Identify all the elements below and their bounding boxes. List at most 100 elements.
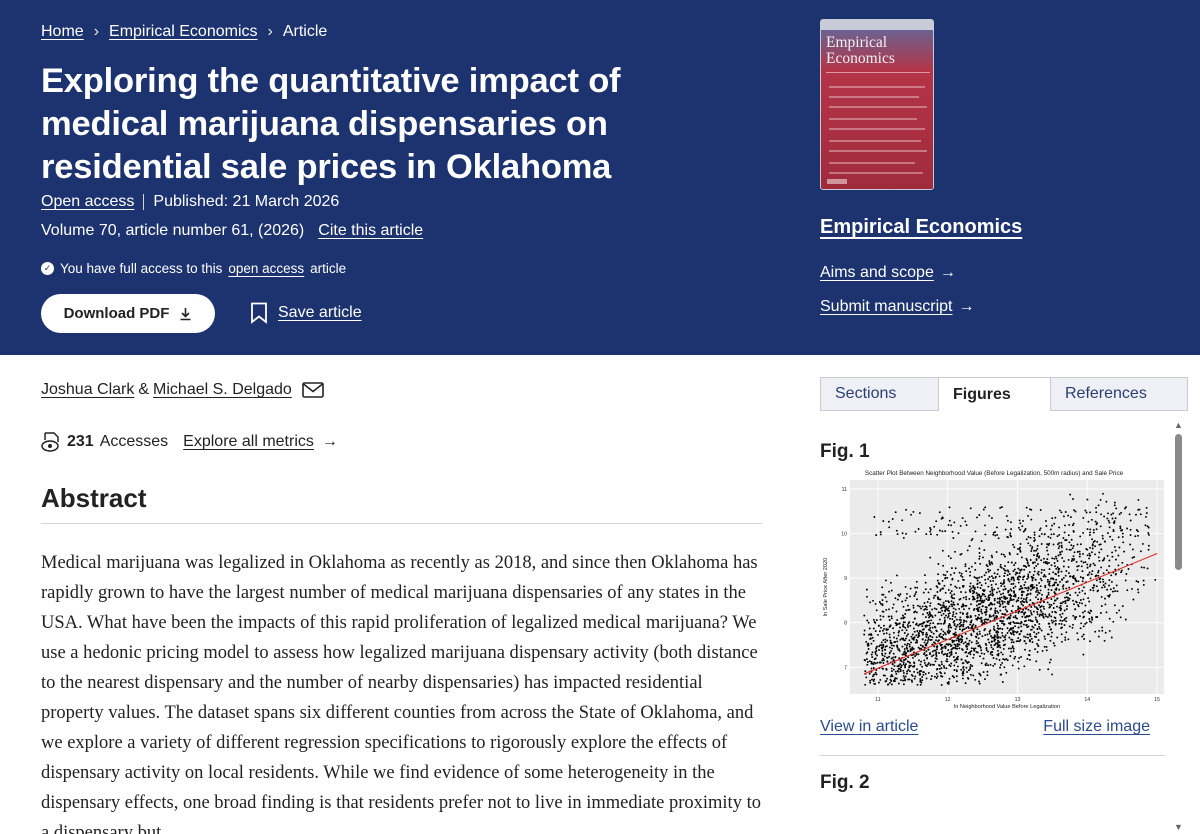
scroll-up-icon[interactable]: ▲ bbox=[1174, 420, 1183, 430]
scatter-point bbox=[1105, 569, 1108, 572]
breadcrumb-journal-link[interactable]: Empirical Economics bbox=[109, 23, 258, 40]
scatter-point bbox=[955, 652, 957, 655]
scatter-point bbox=[884, 596, 887, 599]
aims-scope-link[interactable]: Aims and scope → bbox=[820, 264, 956, 282]
scatter-point bbox=[985, 606, 988, 609]
tab-figures[interactable]: Figures bbox=[939, 378, 1051, 412]
breadcrumb-home-link[interactable]: Home bbox=[41, 23, 84, 40]
scatter-point bbox=[915, 623, 918, 626]
scatter-point bbox=[1065, 548, 1068, 551]
scatter-point bbox=[977, 645, 980, 648]
scatter-point bbox=[1036, 555, 1039, 558]
author-link[interactable]: Michael S. Delgado bbox=[153, 381, 292, 398]
scatter-point bbox=[993, 629, 996, 632]
scatter-point bbox=[961, 677, 964, 680]
abstract-text: Medical marijuana was legalized in Oklah… bbox=[41, 553, 761, 834]
download-pdf-label: Download PDF bbox=[63, 305, 170, 322]
scatter-point bbox=[924, 664, 927, 667]
scatter-point bbox=[980, 595, 983, 598]
full-size-image-link[interactable]: Full size image bbox=[1043, 718, 1150, 735]
scatter-point bbox=[930, 655, 933, 658]
scatter-point bbox=[1006, 627, 1009, 630]
scatter-point bbox=[942, 564, 945, 567]
author-link[interactable]: Joshua Clark bbox=[41, 381, 135, 398]
scatter-point bbox=[905, 508, 908, 511]
scatter-point bbox=[924, 581, 927, 584]
scatter-point bbox=[1042, 561, 1045, 564]
scatter-point bbox=[1070, 544, 1073, 547]
scatter-point bbox=[978, 514, 981, 516]
scatter-point bbox=[888, 636, 891, 639]
download-pdf-button[interactable]: Download PDF bbox=[41, 294, 215, 333]
submit-manuscript-link[interactable]: Submit manuscript → bbox=[820, 298, 975, 316]
scatter-point bbox=[1093, 564, 1096, 567]
journal-name-link[interactable]: Empirical Economics bbox=[820, 216, 1023, 238]
scatter-point bbox=[971, 665, 974, 668]
scatter-point bbox=[1124, 507, 1126, 510]
scatter-point bbox=[1120, 571, 1123, 574]
scatter-point bbox=[1009, 628, 1011, 631]
scatter-point bbox=[1056, 605, 1058, 608]
scatter-point bbox=[1028, 639, 1031, 642]
scatter-point bbox=[893, 678, 896, 681]
scatter-point bbox=[1040, 579, 1043, 582]
figure-1-image[interactable]: Scatter Plot Between Neighborhood Value … bbox=[820, 466, 1168, 712]
scatter-point bbox=[948, 664, 951, 667]
scatter-point bbox=[1139, 513, 1142, 516]
scatter-point bbox=[976, 586, 979, 589]
scatter-point bbox=[1108, 526, 1111, 529]
scatter-point bbox=[962, 665, 965, 668]
open-access-link[interactable]: Open access bbox=[41, 193, 135, 210]
cite-article-link[interactable]: Cite this article bbox=[318, 222, 424, 239]
scatter-point bbox=[1034, 578, 1037, 581]
scatter-point bbox=[940, 684, 943, 686]
scatter-point bbox=[881, 654, 884, 657]
journal-cover-image[interactable]: Empirical Economics bbox=[820, 19, 934, 190]
tab-references[interactable]: References bbox=[1065, 385, 1147, 402]
scatter-point bbox=[1101, 534, 1104, 537]
email-icon[interactable] bbox=[301, 382, 324, 398]
scatter-point bbox=[1048, 603, 1051, 606]
scatter-point bbox=[904, 663, 907, 666]
scatter-point bbox=[940, 636, 942, 639]
view-in-article-link[interactable]: View in article bbox=[820, 718, 919, 735]
scatter-point bbox=[1038, 555, 1041, 558]
scatter-point bbox=[1037, 573, 1040, 576]
scatter-point bbox=[951, 618, 954, 620]
scatter-point bbox=[955, 680, 958, 683]
scrollbar-thumb[interactable] bbox=[1175, 434, 1182, 570]
scatter-point bbox=[902, 536, 905, 539]
scatter-point bbox=[886, 639, 889, 642]
open-access-inline-link[interactable]: open access bbox=[228, 261, 305, 276]
scatter-point bbox=[1029, 559, 1032, 561]
scatter-point bbox=[1121, 535, 1124, 538]
scatter-point bbox=[1023, 584, 1026, 586]
cover-text-line bbox=[829, 172, 923, 174]
scroll-down-icon[interactable]: ▼ bbox=[1174, 822, 1183, 832]
scatter-point bbox=[989, 569, 992, 572]
scatter-point bbox=[1085, 547, 1088, 550]
scatter-point bbox=[948, 655, 951, 658]
scatter-point bbox=[946, 660, 949, 663]
scatter-point bbox=[940, 648, 943, 651]
scatter-point bbox=[1013, 591, 1015, 594]
y-axis-label: ln Sale Price After 2020 bbox=[823, 558, 829, 616]
scatter-point bbox=[1082, 653, 1085, 656]
scatter-point bbox=[965, 660, 968, 663]
scatter-point bbox=[948, 623, 951, 625]
scatter-point bbox=[1111, 590, 1114, 593]
scatter-point bbox=[955, 639, 958, 642]
scatter-point bbox=[917, 528, 920, 530]
scatter-point bbox=[975, 576, 977, 579]
scatter-point bbox=[944, 600, 947, 603]
scatter-point bbox=[1074, 616, 1076, 619]
scatter-point bbox=[1057, 574, 1060, 577]
scatter-point bbox=[948, 643, 951, 646]
scatter-point bbox=[980, 652, 983, 655]
save-article-button[interactable]: Save article bbox=[250, 302, 362, 324]
explore-metrics-link[interactable]: Explore all metrics bbox=[183, 433, 314, 450]
tab-sections[interactable]: Sections bbox=[821, 378, 939, 410]
scatter-point bbox=[864, 670, 867, 673]
panel-scrollbar[interactable]: ▲ ▼ bbox=[1172, 420, 1184, 832]
chart-title: Scatter Plot Between Neighborhood Value … bbox=[865, 470, 1124, 477]
